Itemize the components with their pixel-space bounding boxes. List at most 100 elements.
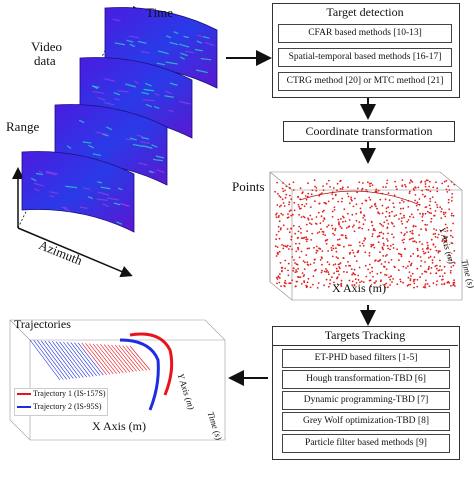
point <box>433 256 436 258</box>
point <box>302 260 305 262</box>
point <box>423 195 426 198</box>
point <box>432 186 435 189</box>
point <box>355 219 358 222</box>
point <box>360 280 363 283</box>
point <box>282 224 285 227</box>
tracking-item-grey-wolf: Grey Wolf optimization-TBD [8] <box>282 412 450 431</box>
point <box>400 220 403 223</box>
point <box>288 183 291 186</box>
point <box>390 245 392 247</box>
point <box>435 249 438 252</box>
point <box>413 240 416 243</box>
point <box>381 212 384 215</box>
point <box>378 231 381 234</box>
point <box>337 270 340 273</box>
point <box>333 234 336 236</box>
point <box>388 199 391 202</box>
point <box>351 226 354 228</box>
point <box>278 237 281 240</box>
point <box>356 251 359 254</box>
point <box>448 208 451 211</box>
point <box>372 275 374 278</box>
point <box>397 252 400 255</box>
point <box>412 240 414 243</box>
point <box>278 215 280 217</box>
point <box>337 200 340 203</box>
point <box>331 255 334 258</box>
point <box>276 278 279 280</box>
point <box>303 205 306 208</box>
point <box>277 192 279 195</box>
point <box>312 275 315 278</box>
point <box>288 231 291 234</box>
point <box>385 282 388 285</box>
point <box>332 187 335 189</box>
point <box>297 248 300 251</box>
point <box>368 254 371 257</box>
point <box>409 278 412 280</box>
point <box>434 201 437 204</box>
point <box>450 266 453 268</box>
point <box>274 245 277 248</box>
point <box>450 229 452 232</box>
point <box>278 205 281 208</box>
point <box>403 238 405 241</box>
trajectory-mesh-line <box>63 341 91 377</box>
point <box>284 189 286 192</box>
point <box>321 210 324 213</box>
point <box>306 247 309 250</box>
point <box>435 267 438 270</box>
point <box>375 280 377 282</box>
point <box>367 229 370 231</box>
point <box>407 265 409 268</box>
point <box>368 252 371 254</box>
point <box>300 207 302 210</box>
point <box>319 248 322 250</box>
point <box>403 214 405 217</box>
point <box>387 261 390 264</box>
point <box>434 246 437 248</box>
point <box>309 263 312 266</box>
point <box>291 248 293 251</box>
point <box>292 181 295 184</box>
point <box>368 196 371 199</box>
point <box>348 225 351 228</box>
point <box>325 202 328 205</box>
point <box>318 247 320 250</box>
point <box>345 227 348 229</box>
point <box>384 283 386 286</box>
point <box>286 216 289 219</box>
point <box>332 264 335 266</box>
point <box>335 256 338 258</box>
point <box>281 187 284 190</box>
point <box>369 279 372 282</box>
point <box>282 214 284 216</box>
point <box>341 188 344 190</box>
point <box>299 187 302 190</box>
point <box>362 182 364 184</box>
point <box>361 242 364 245</box>
point <box>386 226 389 229</box>
point <box>325 278 328 281</box>
point <box>396 248 398 251</box>
point <box>322 185 324 188</box>
point <box>309 286 312 289</box>
point <box>341 197 344 200</box>
point <box>406 220 409 223</box>
point <box>289 282 292 285</box>
point-cloud <box>274 179 456 289</box>
point <box>315 189 318 192</box>
point <box>350 268 353 270</box>
point <box>384 286 387 289</box>
point <box>307 264 310 266</box>
point <box>298 206 300 208</box>
point <box>355 282 358 284</box>
point <box>429 272 432 275</box>
point <box>346 271 348 274</box>
point <box>339 180 341 183</box>
point <box>439 259 441 262</box>
point <box>336 238 339 241</box>
point <box>453 262 456 264</box>
point <box>340 279 343 282</box>
flow-arrows <box>226 50 376 386</box>
